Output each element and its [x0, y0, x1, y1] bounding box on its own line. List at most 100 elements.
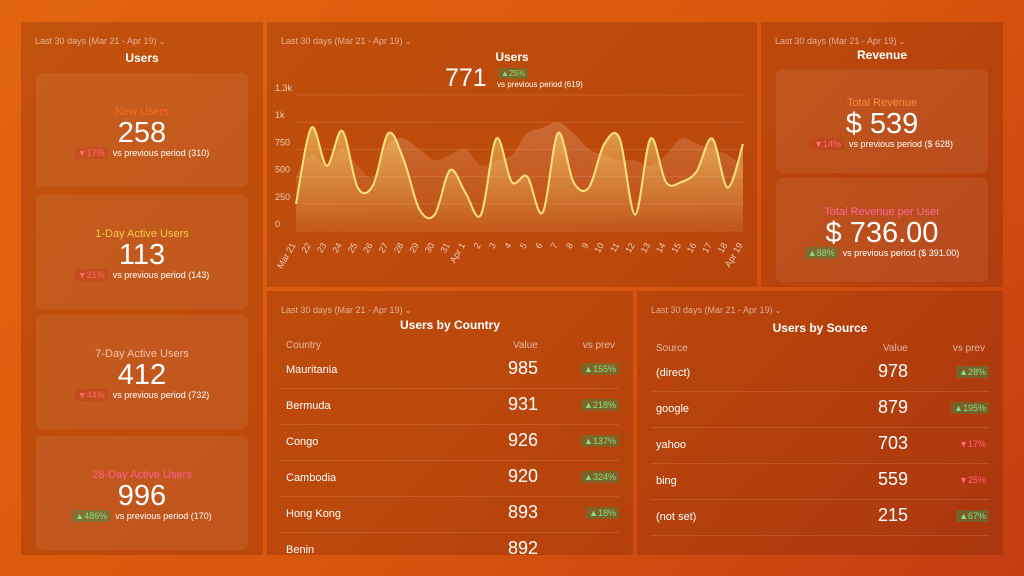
x-tick-label: 12 [623, 241, 637, 255]
x-tick-label: 2 [472, 241, 483, 250]
column-header: Source [656, 343, 688, 354]
comparison-text: vs previous period (170) [115, 511, 212, 521]
kpi-value: 113 [118, 239, 166, 271]
change-badge: 67% [956, 510, 989, 522]
x-tick-label: 18 [716, 241, 730, 255]
period-label: Last 30 days (Mar 21 - Apr 19) [281, 305, 412, 315]
x-tick-label: 24 [330, 241, 344, 255]
kpi-label: 28-Day Active Users [92, 469, 192, 481]
table-row: (direct) 978 28% [651, 355, 989, 392]
table-row: Congo 926 137% [281, 424, 619, 461]
kpi-label: 7-Day Active Users [95, 348, 189, 360]
row-value: 978 [878, 361, 909, 381]
x-tick-label: 16 [685, 241, 699, 255]
x-tick-label: Mar 21 [275, 241, 298, 270]
x-tick-label: 6 [533, 241, 544, 250]
x-tick-label: 5 [518, 241, 529, 250]
chart-title: Users [495, 50, 529, 64]
kpi-value: $ 539 [845, 108, 919, 140]
row-value: 926 [508, 430, 539, 450]
row-value: 703 [878, 433, 909, 453]
table-row: bing 559 25% [651, 463, 989, 500]
table-row: Mauritania 985 155% [281, 352, 619, 389]
x-tick-label: 13 [639, 241, 653, 255]
row-name: (not set) [656, 511, 697, 523]
period-label: Last 30 days (Mar 21 - Apr 19) [651, 305, 782, 315]
kpi-value: $ 736.00 [825, 217, 939, 249]
change-badge: 155% [581, 363, 619, 375]
row-value: 879 [878, 397, 909, 417]
change-badge: 14% [811, 138, 844, 150]
change-badge: 218% [581, 399, 619, 411]
line [295, 126, 744, 220]
panel-title: Users by Country [399, 318, 501, 332]
y-tick-label: 750 [275, 137, 290, 147]
x-tick-label: 3 [487, 241, 498, 250]
change-badge: 486% [72, 510, 111, 522]
x-tick-label: 9 [579, 241, 590, 250]
x-tick-label: 27 [377, 241, 391, 255]
column-header: vs prev [952, 343, 985, 354]
kpi-value: 996 [117, 480, 167, 512]
users-panel: Last 30 days (Mar 21 - Apr 19) Users New U… [21, 22, 263, 555]
change-badge: 17% [74, 147, 108, 159]
x-tick-label: 17 [700, 241, 714, 255]
kpi-label: 1-Day Active Users [95, 228, 189, 240]
column-header: Value [883, 343, 908, 354]
x-tick-label: 4 [502, 241, 513, 250]
table-row: yahoo 703 17% [651, 427, 989, 464]
row-value: 215 [878, 505, 909, 525]
row-name: bing [656, 475, 677, 487]
table-row: Benin 892 [281, 532, 619, 555]
comparison: 14% vs previous period ($ 628) [776, 138, 988, 150]
kpi-card: Total Revenue$ 53914% vs previous period … [776, 69, 988, 173]
kpi-value: 412 [117, 359, 167, 391]
row-value: 892 [508, 538, 539, 555]
row-name: Benin [286, 544, 315, 555]
comparison: 21% vs previous period (143) [36, 269, 248, 281]
y-tick-label: 250 [275, 192, 290, 202]
comparison: 88% vs previous period ($ 391.00) [776, 247, 988, 259]
kpi-label: Total Revenue per User [824, 206, 940, 218]
period-label: Last 30 days (Mar 21 - Apr 19) [35, 36, 166, 46]
column-header: Value [513, 340, 538, 351]
row-name: Congo [286, 436, 319, 448]
comparison: 44% vs previous period (732) [36, 389, 248, 401]
x-tick-label: 26 [361, 241, 375, 255]
x-tick-label: 23 [315, 241, 329, 255]
change-badge: 137% [581, 435, 619, 447]
kpi-label: Total Revenue [846, 97, 918, 109]
x-tick-label: 14 [654, 241, 668, 255]
x-tick-label: Apr 1 [448, 241, 467, 265]
change-badge: 28% [956, 366, 989, 378]
change-badge: 324% [581, 471, 619, 483]
row-name: Cambodia [286, 472, 337, 484]
comparison-text: vs previous period ($ 391.00) [842, 248, 960, 258]
x-tick-label: 31 [438, 241, 452, 255]
row-value: 985 [508, 358, 539, 378]
comparison-text: vs previous period ($ 628) [848, 139, 953, 149]
change-badge: 195% [951, 402, 989, 414]
row-value: 893 [508, 502, 539, 522]
x-tick-label: 29 [407, 241, 421, 255]
table-row: Cambodia 920 324% [281, 460, 619, 497]
table-row: google 879 195% [651, 391, 989, 428]
revenue-panel: Last 30 days (Mar 21 - Apr 19) Revenue Tot… [761, 22, 1003, 287]
change-badge: 25% [498, 68, 528, 79]
column-header: Country [286, 340, 322, 351]
total-value: 771 [445, 64, 487, 92]
x-tick-label: 22 [299, 241, 313, 255]
row-name: Bermuda [286, 400, 331, 412]
comparison-text: vs previous period (732) [112, 390, 210, 400]
column-header: vs prev [582, 340, 615, 351]
y-tick-label: 1k [275, 110, 285, 120]
change-badge: 44% [74, 389, 108, 401]
change-badge: 88% [804, 247, 838, 259]
x-tick-label: 7 [549, 241, 560, 250]
y-tick-label: 500 [275, 165, 290, 175]
comparison-text: vs previous period (310) [112, 148, 210, 158]
kpi-value: 258 [117, 117, 167, 149]
change-badge: 17% [956, 438, 989, 450]
